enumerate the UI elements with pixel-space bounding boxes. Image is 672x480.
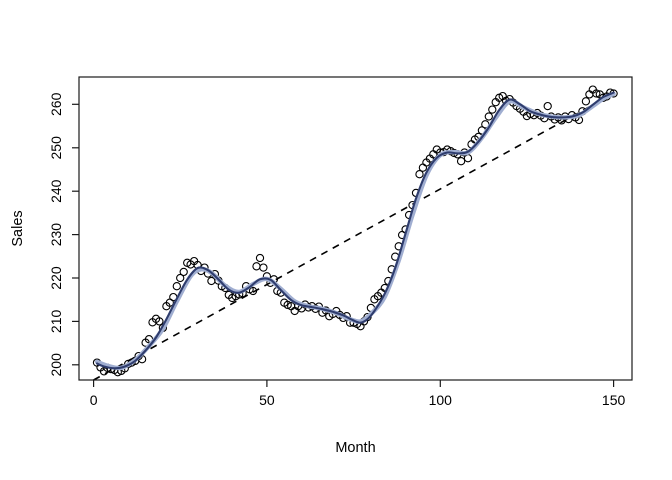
data-point [463, 154, 473, 163]
data-point [155, 317, 164, 326]
plot-area [92, 85, 618, 381]
loess-smooth-line [95, 91, 615, 370]
y-tick-label: 260 [48, 92, 64, 116]
y-tick-label: 200 [48, 353, 64, 377]
data-point [207, 276, 216, 286]
x-tick-label: 100 [429, 392, 453, 408]
data-point [488, 105, 497, 114]
data-point [255, 253, 265, 263]
y-tick-label: 250 [48, 136, 64, 160]
data-point [172, 282, 181, 291]
data-point [363, 312, 372, 322]
plot-frame [78, 76, 633, 381]
y-axis-title: Sales [10, 210, 26, 246]
data-point [418, 163, 428, 172]
y-tick-label: 210 [48, 310, 64, 334]
x-tick-label: 150 [602, 392, 626, 408]
x-axis-title: Month [335, 440, 375, 456]
data-point [252, 262, 261, 271]
data-point [283, 300, 292, 310]
data-point [415, 170, 424, 179]
data-point [259, 263, 268, 272]
data-point [456, 157, 466, 166]
y-tick-label: 220 [48, 266, 64, 290]
y-tick-label: 240 [48, 179, 64, 203]
data-point [484, 112, 493, 121]
data-point [581, 97, 591, 106]
data-point [176, 273, 185, 283]
y-tick-label: 230 [48, 223, 64, 247]
x-tick-label: 0 [90, 392, 98, 408]
linear-trend-dashed-line [93, 92, 614, 381]
data-point [543, 101, 552, 111]
data-point [592, 89, 601, 98]
x-tick-label: 50 [259, 392, 275, 408]
data-point [179, 267, 188, 277]
